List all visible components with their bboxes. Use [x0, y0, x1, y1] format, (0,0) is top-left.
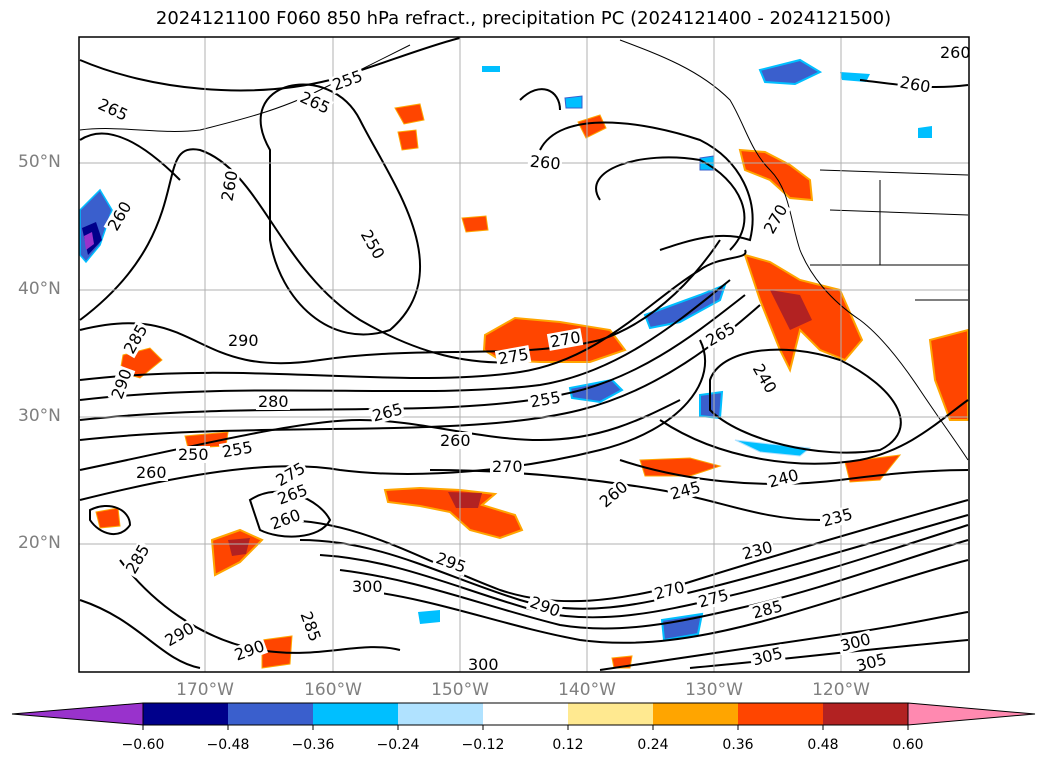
colorbar-tick-label: 0.36	[722, 737, 754, 753]
lon-label-140w: 140°W	[558, 680, 616, 700]
lat-label-20n: 20°N	[18, 533, 61, 553]
contour-label-bg	[438, 432, 472, 449]
colorbar-tick-label: −0.60	[121, 737, 165, 753]
contour-label-bg	[852, 649, 890, 672]
contour-label-bg	[226, 332, 260, 349]
contour-label-bg	[466, 656, 500, 672]
contour-label-bg	[527, 152, 563, 173]
contour-label-bg	[266, 505, 305, 534]
contour-label-bg	[134, 464, 168, 481]
contour-label: 260	[529, 152, 561, 174]
lon-label-130w: 130°W	[685, 680, 743, 700]
contour-label-bg	[818, 504, 856, 531]
contour-label: 290	[228, 331, 259, 350]
lon-label-160w: 160°W	[304, 680, 362, 700]
contour-label-bg	[328, 66, 367, 95]
lon-label-150w: 150°W	[431, 680, 489, 700]
contour-label-bg	[594, 476, 632, 512]
contour-label-bg	[295, 87, 334, 118]
coastlines	[79, 39, 969, 461]
contour-label-bg	[748, 359, 781, 398]
height-contours	[79, 37, 969, 671]
contour-label: 300	[352, 577, 383, 596]
contour-label-bg	[748, 596, 786, 623]
contour-label-bg	[525, 592, 564, 621]
colorbar-tick-label: 0.48	[807, 737, 839, 753]
lat-label-50n: 50°N	[18, 152, 61, 172]
lon-label-170w: 170°W	[176, 680, 234, 700]
contour-label-bg	[119, 320, 152, 359]
contour-label-bg	[896, 73, 934, 96]
contour-label-bg	[296, 607, 325, 646]
colorbar-tick-label: −0.12	[461, 737, 505, 753]
contour-label: 260	[136, 463, 167, 482]
contour-label-bg	[836, 629, 874, 656]
contour-label-bg	[938, 44, 969, 61]
colorbar-tick-label: −0.24	[376, 737, 420, 753]
contour-label-bg	[93, 94, 132, 125]
contour-label-bg	[526, 388, 564, 411]
lon-label-120w: 120°W	[812, 680, 870, 700]
colorbar-tick-label: −0.36	[291, 737, 335, 753]
contour-label-bg	[350, 578, 384, 595]
colorbar-tick-label: 0.12	[552, 737, 584, 753]
contour-label-bg	[271, 458, 310, 491]
contour-labels: 265 2652552602602602502602702652602852902…	[93, 43, 971, 675]
lat-label-30n: 30°N	[18, 406, 61, 426]
contour-label: 260	[940, 43, 971, 62]
gridlines	[79, 37, 969, 672]
contour-label-bg	[738, 537, 776, 564]
contour-label-bg	[230, 636, 269, 665]
contour-label-bg	[701, 318, 740, 351]
contour-label-bg	[764, 465, 802, 492]
contour-label-bg	[759, 200, 792, 239]
contour-label-bg	[650, 577, 688, 604]
contour-label-bg	[356, 225, 389, 264]
contour-label: 300	[468, 655, 499, 674]
contour-label-bg	[218, 438, 256, 461]
contour-label-bg	[176, 446, 210, 463]
colorbar-tick-label: 0.60	[892, 737, 924, 753]
map-frame	[78, 36, 970, 673]
contour-label-bg	[694, 585, 732, 612]
colorbar-tick-label: 0.24	[637, 737, 669, 753]
contour-label-bg	[107, 365, 136, 404]
contour-label-bg	[256, 393, 290, 410]
colorbar-tick-label: −0.48	[206, 737, 250, 753]
contour-label-bg	[273, 480, 312, 509]
contour-label-bg	[748, 643, 786, 670]
contour-label: 305	[854, 649, 888, 675]
contour-label: 270	[492, 457, 523, 476]
contour-label: 250	[178, 445, 209, 464]
contour-label-bg	[666, 477, 704, 504]
contour-label-bg	[103, 197, 136, 236]
contour-label: 280	[258, 392, 289, 411]
contour-label-bg	[431, 548, 470, 577]
lat-label-40n: 40°N	[18, 279, 61, 299]
contour-label-bg	[546, 328, 584, 351]
contour-label-bg	[160, 618, 199, 651]
contour-label-bg	[218, 167, 241, 205]
map-title: 2024121100 F060 850 hPa refract., precip…	[155, 8, 892, 29]
contour-label: 260	[440, 431, 471, 450]
contour-label-bg	[121, 540, 154, 579]
contour-label-bg	[368, 399, 406, 426]
contour-label-bg	[494, 345, 532, 368]
contour-label-bg	[490, 458, 524, 475]
